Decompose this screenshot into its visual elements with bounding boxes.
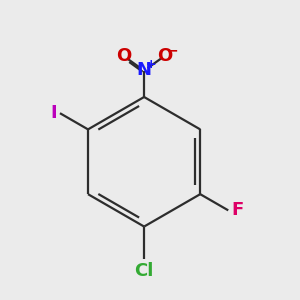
Text: O: O xyxy=(116,47,131,65)
Text: N: N xyxy=(136,61,152,80)
Text: −: − xyxy=(166,44,178,58)
Text: F: F xyxy=(231,201,244,219)
Text: +: + xyxy=(145,58,156,71)
Text: Cl: Cl xyxy=(134,262,154,280)
Text: I: I xyxy=(50,104,57,122)
Text: O: O xyxy=(157,47,172,65)
